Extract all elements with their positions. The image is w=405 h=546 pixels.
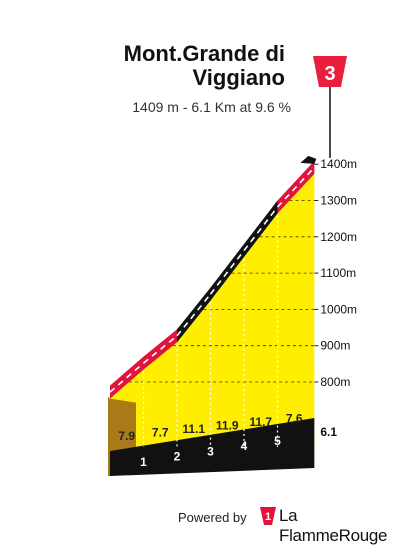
km-marker-label: 3 <box>207 444 214 458</box>
climb-name: Mont.Grande di Viggiano <box>124 42 285 90</box>
elevation-tick-label: 1100m <box>320 266 356 280</box>
category-flag <box>313 56 347 87</box>
road-center-line <box>142 335 178 364</box>
road-center-line <box>276 166 315 208</box>
svg-text:1: 1 <box>265 511 271 523</box>
total-distance-label: 6.1 <box>320 425 337 439</box>
km-marker-label: 4 <box>241 439 248 453</box>
elevation-tick-label: 900m <box>320 339 350 353</box>
profile-start-shade <box>110 398 136 451</box>
elevation-tick-label: 1400m <box>320 157 357 171</box>
climb-name-line2: Viggiano <box>192 65 286 90</box>
km-marker-label: 2 <box>174 450 181 464</box>
gradient-label: 7.7 <box>152 426 169 440</box>
category-flag-label: 3 <box>324 63 335 85</box>
road-center-line <box>176 293 212 337</box>
road-center-line <box>209 250 245 295</box>
km-marker-label: 1 <box>140 455 147 469</box>
gradient-label: 11.9 <box>216 419 239 433</box>
climb-profile-chart: 1400m 1300m 1200m 1100m 1000m 900m 800m 7.9 7.7 1… <box>108 56 357 476</box>
elevation-tick-label: 1200m <box>320 230 357 244</box>
profile-start-face <box>108 396 110 476</box>
road-center-line <box>243 206 279 252</box>
road-segment <box>143 329 177 370</box>
footer: Powered by 1 La FlammeRouge <box>0 500 405 545</box>
brand-name: La FlammeRouge <box>279 506 388 545</box>
summit-cap <box>300 155 317 164</box>
gradient-label: 7.6 <box>286 412 303 426</box>
climb-name-line1: Mont.Grande di <box>123 41 285 66</box>
elevation-tick-label: 1300m <box>320 194 357 208</box>
gradient-label: 11.1 <box>182 422 205 436</box>
elevation-tick-label: 800m <box>320 375 350 389</box>
gradient-label: 7.9 <box>118 429 135 443</box>
km-band <box>110 418 315 476</box>
elevation-tick-label: 1000m <box>320 302 357 316</box>
climb-summary: 1409 m - 6.1 Km at 9.6 % <box>132 99 291 115</box>
km-marker-label: 5 <box>274 434 281 448</box>
powered-by-label: Powered by <box>178 510 247 525</box>
profile-fill <box>110 173 315 452</box>
flamme-rouge-logo-icon: 1 <box>260 507 276 525</box>
road-center-line <box>109 362 145 393</box>
gradient-label: 11.7 <box>249 415 272 429</box>
